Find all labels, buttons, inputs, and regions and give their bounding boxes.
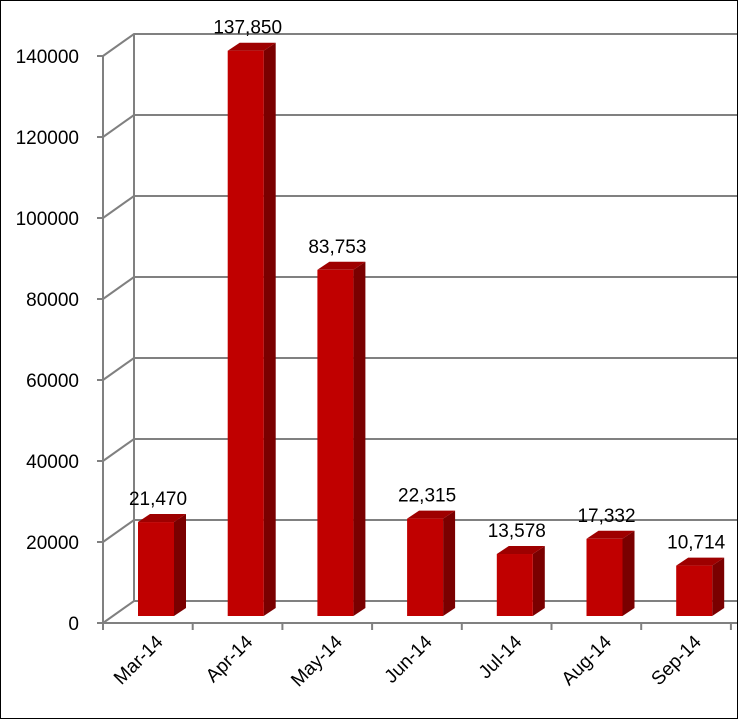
bar-front	[676, 565, 713, 616]
data-label: 10,714	[667, 533, 726, 554]
bar	[586, 530, 635, 616]
x-category-label: May-14	[287, 631, 347, 691]
data-label: 137,850	[213, 18, 282, 39]
bar-top	[317, 261, 366, 270]
gridline	[102, 195, 737, 219]
gridline	[102, 438, 737, 462]
bar-top	[227, 42, 276, 51]
y-tick-label: 40000	[26, 452, 79, 473]
bar	[407, 510, 456, 616]
x-category-label: Aug-14	[558, 631, 616, 689]
bar-top	[407, 510, 456, 519]
bar-front	[227, 50, 264, 616]
bar-top	[138, 514, 186, 523]
bar-side	[353, 261, 366, 616]
x-category-label: Jul-14	[475, 631, 527, 683]
x-category-label: Sep-14	[648, 631, 706, 689]
data-label: 22,315	[398, 486, 456, 507]
y-tick-label: 80000	[26, 290, 79, 311]
axes	[97, 55, 737, 630]
gridlines	[102, 33, 737, 624]
x-category-label: Jun-14	[381, 631, 437, 687]
bar-side	[263, 42, 276, 616]
bar-side	[712, 557, 725, 616]
gridline	[102, 33, 737, 57]
bar-front	[586, 538, 623, 616]
bar-front	[496, 554, 533, 616]
bar	[317, 261, 366, 616]
bar-top	[676, 557, 725, 566]
bar-front	[317, 269, 354, 616]
gridline	[102, 276, 737, 300]
bar-side	[443, 510, 456, 616]
data-label: 21,470	[129, 489, 187, 510]
y-tick-label: 0	[68, 614, 79, 635]
y-tick-label: 100000	[16, 209, 79, 230]
bar	[227, 42, 276, 616]
bar-top	[586, 530, 635, 539]
bar-side	[532, 546, 545, 616]
y-tick-label: 120000	[16, 128, 79, 149]
data-label: 13,578	[488, 521, 546, 542]
bar	[138, 514, 186, 616]
y-tick-label: 60000	[26, 371, 79, 392]
bar-front	[138, 522, 174, 616]
bar-top	[496, 546, 545, 555]
bar	[676, 557, 725, 616]
bar	[496, 546, 545, 616]
gridline	[102, 114, 737, 138]
data-label: 17,332	[577, 506, 635, 527]
bars	[138, 42, 725, 616]
x-category-label: Mar-14	[110, 631, 168, 689]
y-tick-label: 140000	[16, 47, 79, 68]
y-tick-label: 20000	[26, 533, 79, 554]
data-label: 83,753	[308, 237, 366, 258]
bar-front	[407, 518, 444, 616]
bar-side	[174, 514, 186, 616]
x-category-label: Apr-14	[202, 631, 257, 686]
gridline	[102, 357, 737, 381]
bar-side	[622, 530, 635, 616]
